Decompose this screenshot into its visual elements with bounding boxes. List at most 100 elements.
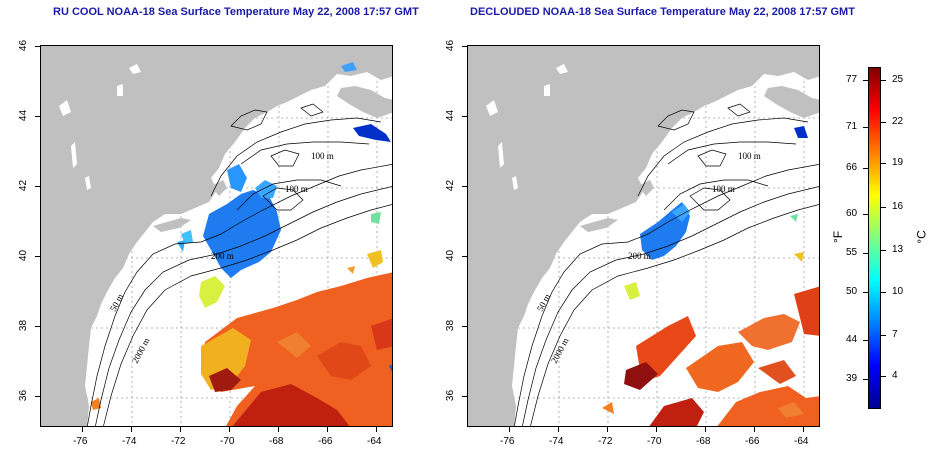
left-lon-tick: [278, 427, 279, 432]
left-lat-tick: [35, 326, 40, 327]
left-map-panel: 100 m 100 m 200 m 50 m 2000 m: [40, 45, 393, 427]
colorbar-fahrenheit-label: 60: [846, 208, 858, 219]
colorbar-fahrenheit-tick: [863, 127, 868, 128]
colorbar-fahrenheit-tick: [863, 292, 868, 293]
colorbar-celsius-tick: [881, 80, 886, 81]
left-panel-title: RU COOL NOAA-18 Sea Surface Temperature …: [53, 6, 419, 18]
colorbar-unit-fahrenheit: °F: [831, 230, 846, 244]
left-lon-label: -64: [367, 436, 382, 447]
right-lon-tick: [607, 427, 608, 432]
colorbar-celsius-label: 25: [892, 74, 904, 85]
contour-label-100m-north: 100 m: [738, 151, 761, 161]
colorbar-fahrenheit-tick: [863, 168, 868, 169]
right-lon-tick: [803, 427, 804, 432]
left-lon-tick: [180, 427, 181, 432]
colorbar-celsius-label: 16: [892, 201, 904, 212]
colorbar-fahrenheit-label: 71: [846, 121, 858, 132]
colorbar-fahrenheit-label: 39: [846, 373, 858, 384]
colorbar-fahrenheit-label: 44: [846, 334, 858, 345]
right-lat-label: 44: [445, 109, 457, 122]
colorbar-fahrenheit-tick: [863, 379, 868, 380]
colorbar-celsius-tick: [881, 207, 886, 208]
contour-label-100m-south: 100 m: [712, 184, 735, 194]
right-lon-label: -74: [549, 436, 564, 447]
colorbar-fahrenheit-tick: [863, 80, 868, 81]
colorbar-fahrenheit-label: 55: [846, 247, 858, 258]
right-panel-title: DECLOUDED NOAA-18 Sea Surface Temperatur…: [470, 6, 855, 18]
colorbar-celsius-label: 13: [892, 244, 904, 255]
right-sst-overlay: [602, 126, 819, 426]
right-lat-label: 40: [445, 249, 457, 262]
left-lon-label: -70: [220, 436, 235, 447]
left-lat-tick: [35, 186, 40, 187]
colorbar-celsius-label: 10: [892, 286, 904, 297]
colorbar-celsius-tick: [881, 292, 886, 293]
right-lon-label: -68: [696, 436, 711, 447]
right-lat-label: 36: [445, 389, 457, 402]
left-lat-tick: [35, 116, 40, 117]
colorbar-celsius-label: 19: [892, 157, 904, 168]
right-lat-label: 42: [445, 179, 457, 192]
colorbar-celsius-tick: [881, 163, 886, 164]
right-lat-label: 46: [445, 39, 457, 52]
colorbar-celsius-tick: [881, 122, 886, 123]
left-lon-tick: [82, 427, 83, 432]
right-lat-tick: [462, 46, 467, 47]
left-lat-label: 44: [18, 109, 30, 122]
colorbar-fahrenheit-tick: [863, 340, 868, 341]
left-lon-label: -72: [171, 436, 186, 447]
colorbar-fahrenheit-label: 50: [846, 286, 858, 297]
right-lat-tick: [462, 116, 467, 117]
left-lon-tick: [376, 427, 377, 432]
colorbar-celsius-tick: [881, 250, 886, 251]
left-lon-tick: [327, 427, 328, 432]
right-lat-tick: [462, 186, 467, 187]
colorbar-unit-celsius: °C: [914, 230, 929, 244]
right-lat-tick: [462, 256, 467, 257]
colorbar-fahrenheit-tick: [863, 214, 868, 215]
colorbar-celsius-tick: [881, 335, 886, 336]
left-lat-label: 38: [18, 319, 30, 332]
left-lat-tick: [35, 396, 40, 397]
left-lat-tick: [35, 46, 40, 47]
left-sst-map: 100 m 100 m 200 m 50 m 2000 m: [41, 46, 392, 426]
contour-label-100m-north: 100 m: [311, 151, 334, 161]
left-lon-tick: [229, 427, 230, 432]
right-lon-label: -64: [794, 436, 809, 447]
right-lon-label: -72: [598, 436, 613, 447]
left-lat-label: 46: [18, 39, 30, 52]
left-lat-label: 40: [18, 249, 30, 262]
colorbar-fahrenheit-label: 66: [846, 162, 858, 173]
right-lon-tick: [558, 427, 559, 432]
contour-label-200m: 200 m: [628, 251, 651, 261]
right-lon-tick: [705, 427, 706, 432]
left-lon-label: -74: [122, 436, 137, 447]
left-lon-label: -68: [269, 436, 284, 447]
contour-label-200m: 200 m: [211, 251, 234, 261]
right-lon-label: -76: [500, 436, 515, 447]
left-lon-label: -76: [73, 436, 88, 447]
contour-label-100m-south: 100 m: [285, 184, 308, 194]
left-lat-label: 42: [18, 179, 30, 192]
right-lon-label: -70: [647, 436, 662, 447]
right-lon-tick: [509, 427, 510, 432]
right-lon-tick: [656, 427, 657, 432]
left-lon-tick: [131, 427, 132, 432]
right-map-panel: 100 m 100 m 200 m 50 m 2000 m: [467, 45, 820, 427]
left-sst-overlay: [91, 62, 392, 426]
right-lon-label: -66: [745, 436, 760, 447]
left-lat-tick: [35, 256, 40, 257]
right-sst-map: 100 m 100 m 200 m 50 m 2000 m: [468, 46, 819, 426]
right-lon-tick: [754, 427, 755, 432]
colorbar-celsius-tick: [881, 376, 886, 377]
right-lat-label: 38: [445, 319, 457, 332]
right-lat-tick: [462, 326, 467, 327]
left-lon-label: -66: [318, 436, 333, 447]
left-lat-label: 36: [18, 389, 30, 402]
colorbar-fahrenheit-label: 77: [846, 74, 858, 85]
colorbar-celsius-label: 7: [892, 329, 898, 340]
right-lat-tick: [462, 396, 467, 397]
colorbar-celsius-label: 22: [892, 116, 904, 127]
temperature-colorbar: [868, 67, 881, 409]
colorbar-celsius-label: 4: [892, 370, 898, 381]
